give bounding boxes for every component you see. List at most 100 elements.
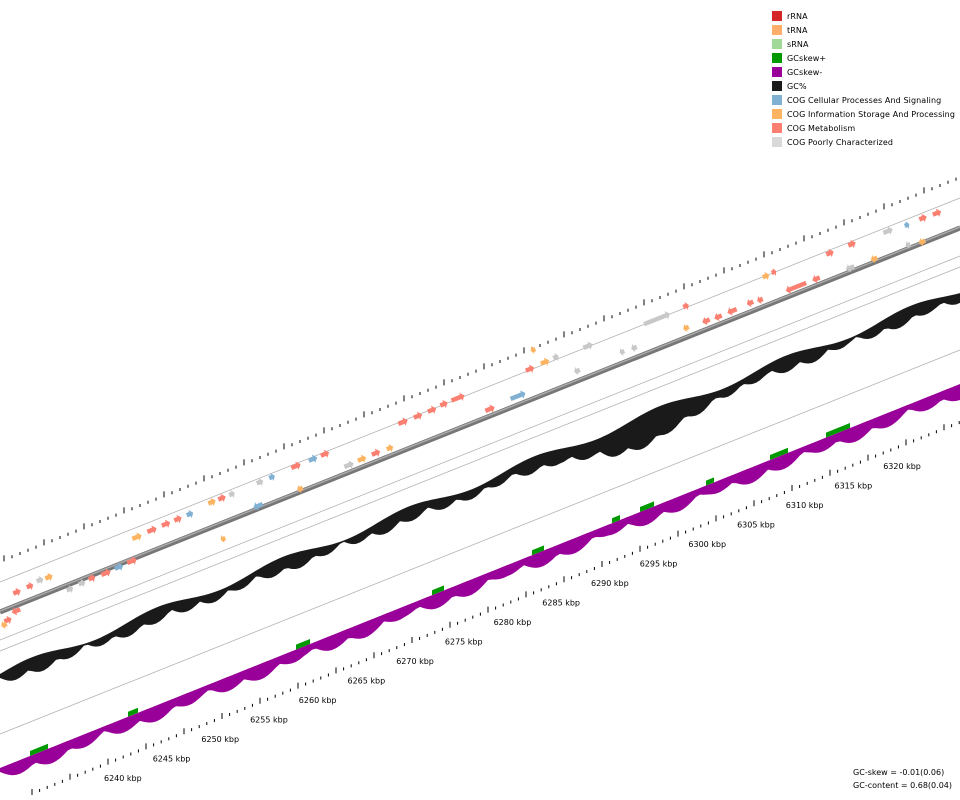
tick-label: 6310 kbp [786, 501, 824, 510]
gc-skew-positive [128, 707, 138, 717]
gene-arrow [207, 497, 216, 507]
gene-arrow [643, 311, 670, 327]
inner-tick-marks [31, 421, 960, 795]
gene-arrow [35, 575, 44, 585]
gene-arrow [439, 399, 448, 409]
gene-arrow [343, 460, 354, 469]
gene-arrow [870, 254, 879, 264]
gc-skew-positive [30, 743, 48, 756]
gene-arrow [882, 226, 893, 235]
legend-item-srna: sRNA [772, 37, 955, 51]
legend-swatch-gcskew-plus [772, 53, 782, 63]
gene-arrow [268, 472, 275, 482]
legend-swatch-cog-poorly [772, 137, 782, 147]
tick-label: 6270 kbp [396, 657, 434, 666]
gene-arrow [812, 274, 821, 284]
gene-arrow [683, 323, 690, 333]
gc-content-plot [0, 293, 960, 681]
gene-arrow [25, 581, 34, 591]
tick-label: 6305 kbp [737, 521, 775, 530]
tick-label: 6295 kbp [640, 560, 678, 569]
gene-arrow [757, 295, 764, 305]
gene-arrow [530, 345, 537, 355]
gene-arrow [412, 411, 423, 420]
gc-skew-plot [0, 384, 960, 776]
gene-arrow [785, 280, 808, 294]
tick-label: 6265 kbp [348, 677, 386, 686]
legend-swatch-gcskew-minus [772, 67, 782, 77]
gene-arrow [11, 607, 22, 616]
tick-label: 6315 kbp [835, 482, 873, 491]
tick-label: 6260 kbp [299, 696, 337, 705]
legend-item-cog-metabolism: COG Metabolism [772, 121, 955, 135]
gc-skew-positive [770, 447, 788, 460]
gene-arrow [290, 461, 301, 470]
track-rails [0, 197, 960, 735]
gc-content-band [0, 293, 960, 681]
gene-arrow [631, 343, 638, 353]
gene-arrow [702, 316, 711, 326]
legend-item-gcskew-minus: GCskew- [772, 65, 955, 79]
legend-item-cog-cellular: COG Cellular Processes And Signaling [772, 93, 955, 107]
gene-arrow [714, 312, 723, 322]
tick-label: 6280 kbp [494, 618, 532, 627]
legend-swatch-trna [772, 25, 782, 35]
gene-arrow [146, 525, 157, 534]
gc-skew-positive [826, 423, 850, 438]
legend-item-cog-information: COG Information Storage And Processing [772, 107, 955, 121]
tick-label: 6290 kbp [591, 579, 629, 588]
gene-arrow [397, 417, 408, 426]
gene-arrow [1, 620, 8, 630]
legend: rRNA tRNA sRNA GCskew+ GCskew- GC% COG C… [772, 9, 955, 149]
gc-skew-positive [612, 515, 620, 524]
gene-arrow [918, 213, 927, 223]
legend-label-cog-poorly: COG Poorly Characterized [787, 137, 894, 147]
gc-skew-positive [640, 501, 654, 512]
gc-skew-positive [706, 477, 714, 486]
backbone-highlight [0, 226, 960, 612]
gene-arrow [228, 489, 235, 499]
legend-label-cog-cellular: COG Cellular Processes And Signaling [787, 95, 942, 105]
gc-skew-positive [432, 585, 444, 596]
gene-arrow [539, 357, 550, 366]
gc-skew-positive [296, 639, 310, 650]
outer-tick-marks [3, 177, 957, 562]
gene-arrow [370, 448, 381, 457]
gene-arrow [44, 572, 53, 582]
genome-stats: GC-skew = -0.01(0.06) GC-content = 0.68(… [853, 766, 952, 792]
gc-skew-stat: GC-skew = -0.01(0.06) [853, 768, 945, 777]
gc-skew-positive [532, 545, 544, 556]
legend-label-gcskew-plus: GCskew+ [787, 53, 827, 63]
backbone [0, 225, 960, 615]
legend-item-trna: tRNA [772, 23, 955, 37]
track-line [0, 266, 960, 652]
legend-label-cog-information: COG Information Storage And Processing [787, 109, 956, 119]
gc-skew-negative [0, 384, 960, 776]
track-line [0, 197, 960, 583]
gene-arrow [65, 584, 74, 594]
gene-arrow [761, 271, 770, 281]
gene-arrow [825, 248, 834, 258]
gene-arrow [524, 364, 535, 373]
legend-label-rrna: rRNA [787, 11, 808, 21]
legend-item-rrna: rRNA [772, 9, 955, 23]
legend-swatch-srna [772, 39, 782, 49]
gene-arrow [319, 449, 330, 458]
gene-arrow [356, 454, 367, 463]
tick-label: 6320 kbp [883, 462, 921, 471]
track-line [0, 349, 960, 735]
tick-label: 6285 kbp [542, 599, 580, 608]
legend-swatch-rrna [772, 11, 782, 21]
legend-label-gcskew-minus: GCskew- [787, 67, 823, 77]
gene-arrow [847, 239, 856, 249]
gene-arrow [217, 493, 226, 503]
gene-arrow [918, 237, 927, 247]
gene-arrow [582, 341, 593, 350]
gene-arrow [131, 532, 142, 541]
legend-label-trna: tRNA [787, 25, 808, 35]
gene-features [1, 208, 942, 630]
tick-label: 6250 kbp [201, 735, 239, 744]
gene-arrow [385, 443, 394, 453]
gene-arrow [574, 366, 581, 376]
tick-label: 6245 kbp [153, 755, 191, 764]
